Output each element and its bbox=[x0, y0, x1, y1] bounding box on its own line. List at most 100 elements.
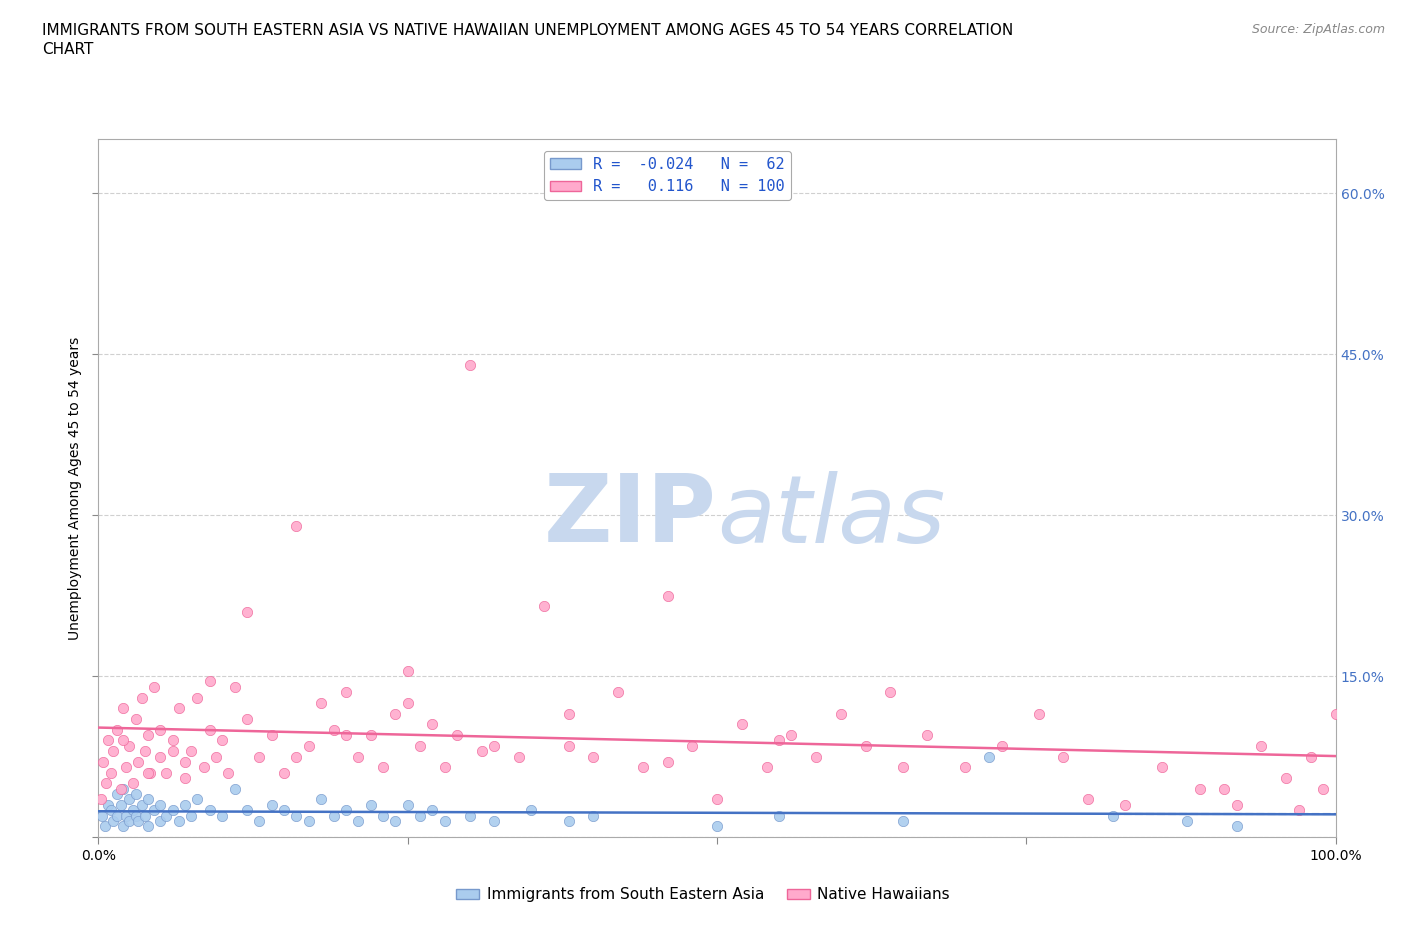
Point bbox=[1188, 781, 1211, 796]
Point bbox=[236, 803, 259, 817]
Point bbox=[273, 803, 295, 817]
Point bbox=[335, 684, 357, 699]
Point bbox=[458, 357, 481, 372]
Point bbox=[162, 803, 184, 817]
Point bbox=[155, 808, 177, 823]
Legend: R =  -0.024   N =  62, R =   0.116   N = 100: R = -0.024 N = 62, R = 0.116 N = 100 bbox=[544, 151, 792, 201]
Point bbox=[953, 760, 976, 775]
Point bbox=[422, 717, 444, 732]
Point bbox=[131, 797, 153, 812]
Point bbox=[174, 754, 197, 769]
Point bbox=[136, 792, 159, 807]
Point bbox=[657, 588, 679, 603]
Point bbox=[309, 696, 332, 711]
Point bbox=[180, 808, 202, 823]
Point bbox=[879, 684, 901, 699]
Point bbox=[186, 792, 208, 807]
Point bbox=[298, 814, 321, 829]
Point bbox=[112, 701, 135, 716]
Text: IMMIGRANTS FROM SOUTH EASTERN ASIA VS NATIVE HAWAIIAN UNEMPLOYMENT AMONG AGES 45: IMMIGRANTS FROM SOUTH EASTERN ASIA VS NA… bbox=[42, 23, 1014, 38]
Point bbox=[335, 727, 357, 742]
Point bbox=[1077, 792, 1099, 807]
Point bbox=[1324, 706, 1347, 721]
Point bbox=[167, 701, 190, 716]
Point bbox=[100, 765, 122, 780]
Point bbox=[1312, 781, 1334, 796]
Point bbox=[143, 803, 166, 817]
Point bbox=[409, 738, 432, 753]
Point bbox=[768, 733, 790, 748]
Point bbox=[118, 738, 141, 753]
Point bbox=[917, 727, 939, 742]
Point bbox=[681, 738, 703, 753]
Point bbox=[260, 727, 283, 742]
Point bbox=[143, 679, 166, 694]
Point bbox=[149, 814, 172, 829]
Point bbox=[285, 518, 308, 533]
Point bbox=[94, 776, 117, 790]
Point bbox=[112, 818, 135, 833]
Point bbox=[167, 814, 190, 829]
Point bbox=[136, 727, 159, 742]
Point bbox=[118, 792, 141, 807]
Point bbox=[1052, 749, 1074, 764]
Point bbox=[484, 738, 506, 753]
Point bbox=[409, 808, 432, 823]
Text: ZIP: ZIP bbox=[544, 471, 717, 562]
Point bbox=[198, 803, 221, 817]
Point bbox=[186, 690, 208, 705]
Point bbox=[1114, 797, 1136, 812]
Point bbox=[508, 749, 530, 764]
Point bbox=[260, 797, 283, 812]
Point bbox=[1028, 706, 1050, 721]
Point bbox=[768, 808, 790, 823]
Point bbox=[371, 760, 394, 775]
Point bbox=[384, 814, 406, 829]
Point bbox=[1288, 803, 1310, 817]
Point bbox=[891, 814, 914, 829]
Point bbox=[1275, 771, 1298, 786]
Text: atlas: atlas bbox=[717, 471, 945, 562]
Point bbox=[162, 744, 184, 759]
Point bbox=[1213, 781, 1236, 796]
Point bbox=[149, 797, 172, 812]
Point bbox=[322, 723, 344, 737]
Point bbox=[110, 781, 132, 796]
Point bbox=[224, 679, 246, 694]
Point bbox=[112, 781, 135, 796]
Point bbox=[990, 738, 1012, 753]
Point bbox=[139, 765, 162, 780]
Point bbox=[118, 814, 141, 829]
Point bbox=[607, 684, 630, 699]
Point bbox=[360, 797, 382, 812]
Point bbox=[755, 760, 778, 775]
Point bbox=[830, 706, 852, 721]
Point bbox=[149, 749, 172, 764]
Point bbox=[198, 723, 221, 737]
Point bbox=[134, 808, 156, 823]
Point bbox=[298, 738, 321, 753]
Point bbox=[180, 744, 202, 759]
Point bbox=[471, 744, 494, 759]
Point bbox=[396, 663, 419, 678]
Point bbox=[1226, 797, 1249, 812]
Point bbox=[557, 706, 579, 721]
Point bbox=[136, 765, 159, 780]
Point bbox=[134, 744, 156, 759]
Point bbox=[706, 818, 728, 833]
Point bbox=[1175, 814, 1198, 829]
Point bbox=[93, 754, 115, 769]
Point bbox=[91, 808, 114, 823]
Point bbox=[557, 738, 579, 753]
Point bbox=[198, 674, 221, 689]
Point bbox=[136, 818, 159, 833]
Point bbox=[804, 749, 827, 764]
Point bbox=[97, 733, 120, 748]
Point bbox=[122, 803, 145, 817]
Point bbox=[458, 808, 481, 823]
Point bbox=[247, 749, 270, 764]
Point bbox=[127, 814, 149, 829]
Point bbox=[112, 733, 135, 748]
Point bbox=[103, 744, 125, 759]
Point bbox=[1250, 738, 1272, 753]
